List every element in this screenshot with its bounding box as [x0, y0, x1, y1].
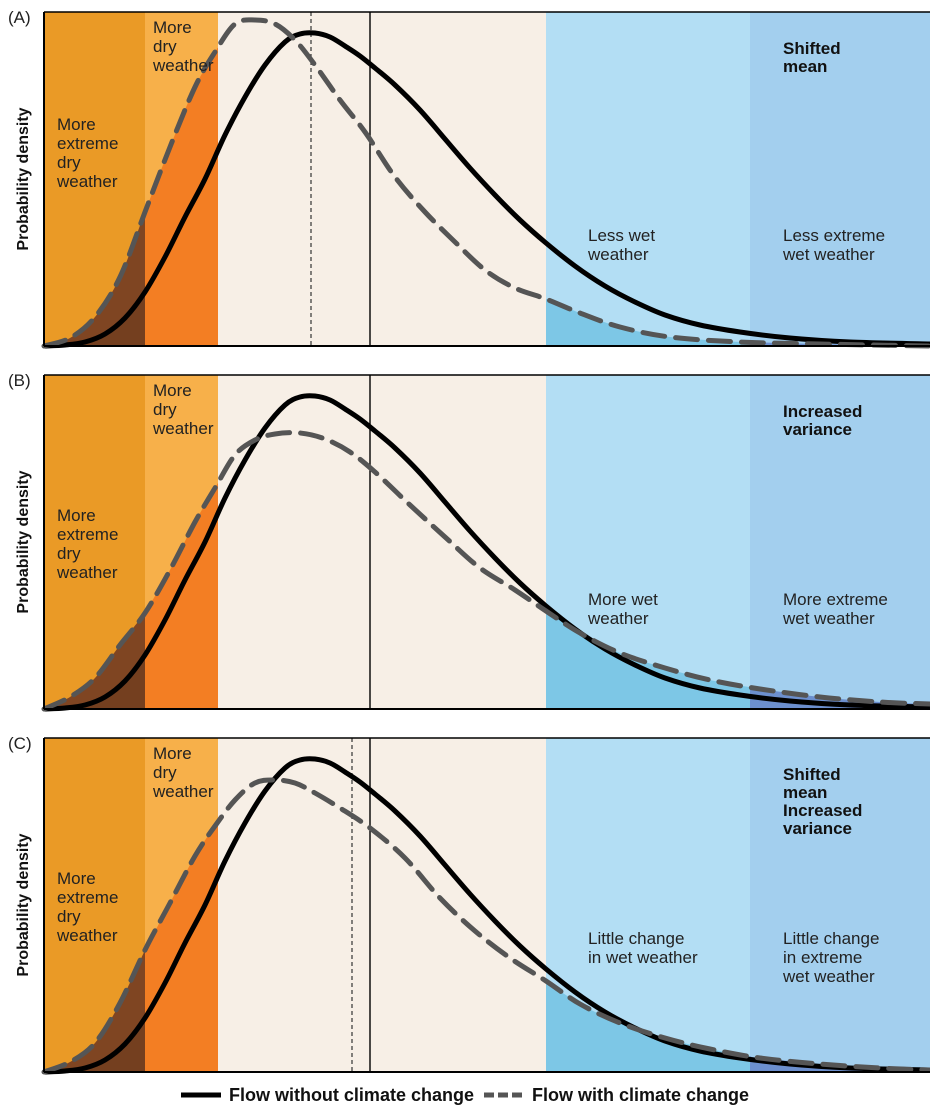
extreme-wet-label-line: Less extreme	[783, 226, 885, 245]
panel-title: Shifted mean Increased variance	[783, 765, 862, 838]
extreme-dry-core-area	[44, 655, 145, 709]
panel-c: (C)Probability density More extreme dry weat…	[8, 734, 930, 1075]
flow-without-climate-change-curve	[43, 393, 930, 712]
extreme-dry-core-area	[44, 292, 145, 346]
panel-title-line: Shifted	[783, 765, 841, 784]
wet-label: Little change in wet weather	[588, 929, 698, 967]
panel-letter: (A)	[8, 8, 31, 27]
extreme-wet-label: Little change in extreme wet weather	[782, 929, 879, 986]
wet-label-line: weather	[587, 609, 649, 628]
zone-extreme-wet	[750, 375, 930, 709]
y-axis-label: Probability density	[15, 107, 32, 250]
panel-letter: (C)	[8, 734, 32, 753]
flow-with-climate-change-curve	[41, 777, 930, 1075]
extreme-dry-label: More extreme dry weather	[56, 869, 118, 945]
flow-without-climate-change-curve	[43, 30, 930, 349]
panel-title: Increased variance	[783, 402, 862, 439]
panel-letter: (B)	[8, 371, 31, 390]
extreme-dry-label-line: weather	[56, 172, 118, 191]
panel-a: (A)Probability density More extreme dry weat…	[8, 8, 930, 349]
legend-label-with: Flow with climate change	[531, 1084, 750, 1105]
extreme-dry-label: More extreme dry weather	[56, 506, 118, 582]
wet-label-line: Little change	[588, 929, 684, 948]
y-axis-label: Probability density	[15, 833, 32, 976]
legend-item-without: Flow without climate change	[180, 1084, 474, 1106]
dry-label-line: dry	[153, 400, 177, 419]
wet-label-line: More wet	[588, 590, 658, 609]
extreme-wet-label-line: in extreme	[783, 948, 862, 967]
legend-label-without: Flow without climate change	[228, 1084, 474, 1105]
extreme-dry-label-line: dry	[57, 153, 81, 172]
extreme-wet-label-line: wet weather	[782, 609, 875, 628]
extreme-wet-label-line: wet weather	[782, 245, 875, 264]
dashed-line-icon	[483, 1092, 524, 1098]
extreme-dry-area	[44, 950, 145, 1072]
dry-label: More dry weather	[152, 744, 214, 801]
panel-title-line: mean	[783, 57, 827, 76]
extreme-wet-label-line: Little change	[783, 929, 879, 948]
dry-label-line: weather	[152, 56, 214, 75]
wet-label: Less wet weather	[587, 226, 655, 264]
dry-label: More dry weather	[152, 381, 214, 438]
panel-b: (B)Probability density More extreme dry weat…	[8, 371, 930, 712]
panel-title: Shifted mean	[783, 39, 841, 76]
dry-area	[145, 483, 218, 709]
zone-extreme-wet	[750, 12, 930, 346]
extreme-wet-label-line: wet weather	[782, 967, 875, 986]
zone-wet	[546, 12, 750, 346]
dry-label-line: dry	[153, 763, 177, 782]
legend: Flow without climate change Flow with cl…	[0, 1082, 930, 1108]
extreme-dry-label-line: extreme	[57, 525, 118, 544]
extreme-dry-label-line: More	[57, 869, 96, 888]
dry-label: More dry weather	[152, 18, 214, 75]
solid-line-icon	[180, 1092, 221, 1098]
flow-with-climate-change-curve	[41, 430, 930, 712]
dry-label-line: weather	[152, 782, 214, 801]
dry-area	[145, 47, 218, 347]
extreme-dry-label: More extreme dry weather	[56, 115, 118, 191]
panel-title-line: Shifted	[783, 39, 841, 58]
dry-label-line: weather	[152, 419, 214, 438]
dry-label-line: More	[153, 18, 192, 37]
extreme-dry-core-area	[44, 1018, 145, 1072]
extreme-wet-area	[750, 1056, 930, 1072]
panel-title-line: Increased	[783, 402, 862, 421]
extreme-wet-label: More extreme wet weather	[782, 590, 888, 628]
extreme-dry-area	[44, 212, 145, 346]
extreme-dry-label-line: More	[57, 115, 96, 134]
panel-title-line: mean	[783, 783, 827, 802]
wet-label-line: weather	[587, 245, 649, 264]
legend-item-with: Flow with climate change	[483, 1084, 750, 1106]
extreme-wet-label: Less extreme wet weather	[782, 226, 885, 264]
dry-label-line: More	[153, 381, 192, 400]
wet-label-line: in wet weather	[588, 948, 698, 967]
zone-extreme-wet	[750, 738, 930, 1072]
extreme-dry-label-line: extreme	[57, 888, 118, 907]
wet-area	[546, 611, 750, 709]
dry-label-line: More	[153, 744, 192, 763]
extreme-wet-label-line: More extreme	[783, 590, 888, 609]
flow-with-climate-change-curve	[41, 17, 930, 349]
wet-label: More wet weather	[587, 590, 658, 628]
zone-normal	[218, 375, 546, 709]
extreme-dry-label-line: dry	[57, 544, 81, 563]
panel-title-line: variance	[783, 819, 852, 838]
zone-normal	[218, 12, 546, 346]
panel-title-line: variance	[783, 420, 852, 439]
extreme-dry-label-line: weather	[56, 926, 118, 945]
wet-label-line: Less wet	[588, 226, 655, 245]
y-axis-label: Probability density	[15, 470, 32, 613]
panel-title-line: Increased	[783, 801, 862, 820]
extreme-dry-label-line: More	[57, 506, 96, 525]
extreme-dry-label-line: extreme	[57, 134, 118, 153]
extreme-dry-label-line: weather	[56, 563, 118, 582]
zone-normal	[218, 738, 546, 1072]
extreme-dry-label-line: dry	[57, 907, 81, 926]
wet-area	[546, 299, 750, 346]
dry-label-line: dry	[153, 37, 177, 56]
